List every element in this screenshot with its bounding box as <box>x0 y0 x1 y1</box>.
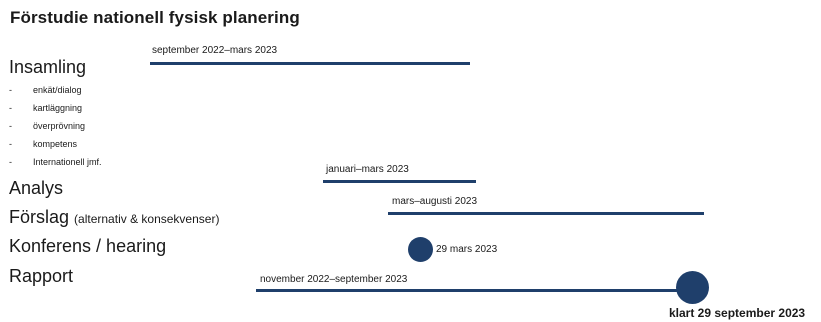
page-title: Förstudie nationell fysisk planering <box>10 8 300 27</box>
phase-label-konferens: Konferens / hearing <box>9 236 167 256</box>
subitem-label: kompetens <box>33 139 78 149</box>
milestone-label-konferens: 29 mars 2023 <box>436 244 498 255</box>
milestone-label-rapport: klart 29 september 2023 <box>669 306 806 320</box>
milestone-dot-konferens <box>408 237 433 262</box>
phase-note-forslag: (alternativ & konsekvenser) <box>74 212 220 226</box>
period-label-analys: januari–mars 2023 <box>326 164 409 175</box>
subitem-label: enkät/dialog <box>33 85 82 95</box>
bullet-dash: - <box>9 121 12 131</box>
bullet-dash: - <box>9 85 12 95</box>
bullet-dash: - <box>9 139 12 149</box>
timeline-bar-forslag <box>388 212 704 215</box>
period-label-rapport: november 2022–september 2023 <box>260 274 408 285</box>
timeline-bar-insamling <box>150 62 470 65</box>
subitem-label: överprövning <box>33 121 86 131</box>
timeline-bar-rapport <box>256 289 696 292</box>
bullet-dash: - <box>9 157 12 167</box>
period-label-insamling: september 2022–mars 2023 <box>152 45 278 56</box>
period-label-forslag: mars–augusti 2023 <box>392 196 478 207</box>
phase-label-forslag: Förslag (alternativ & konsekvenser) <box>9 207 219 228</box>
phase-label-analys: Analys <box>9 178 64 198</box>
phase-label-rapport: Rapport <box>9 266 74 286</box>
phase-title-forslag: Förslag <box>9 207 70 227</box>
timeline-bar-analys <box>323 180 476 183</box>
bullet-dash: - <box>9 103 12 113</box>
subitem-label: kartläggning <box>33 103 83 113</box>
phase-label-insamling: Insamling <box>9 57 87 77</box>
subitem-label: Internationell jmf. <box>33 157 102 167</box>
milestone-dot-rapport <box>676 271 709 304</box>
